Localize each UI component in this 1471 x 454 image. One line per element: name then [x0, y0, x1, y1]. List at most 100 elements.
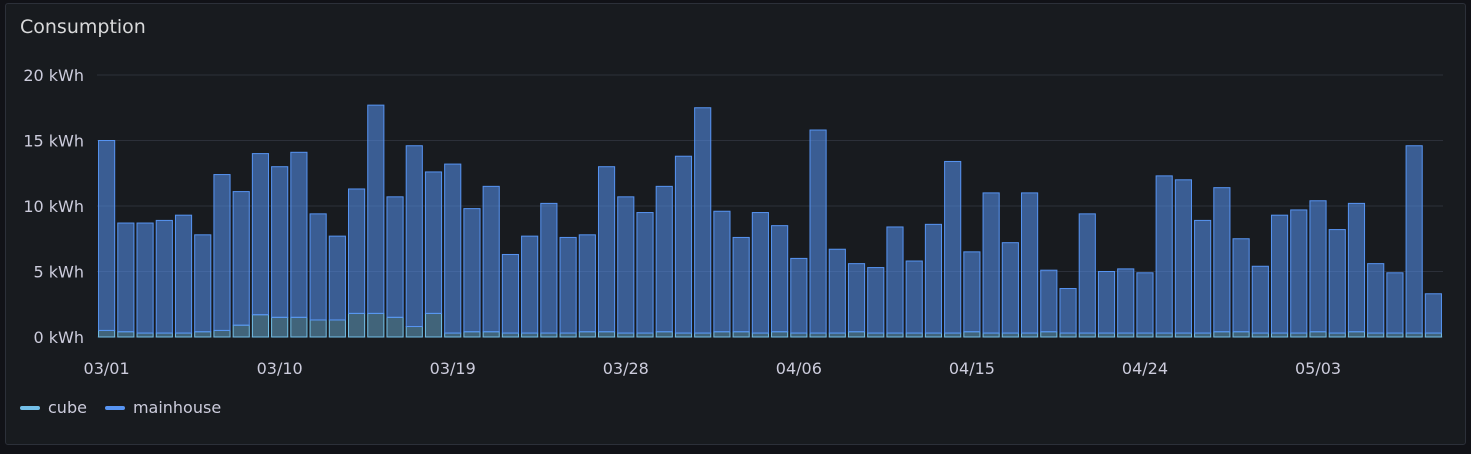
bar-mainhouse[interactable]: [828, 248, 846, 334]
bar-mainhouse[interactable]: [271, 166, 289, 318]
bar-cube[interactable]: [424, 312, 443, 338]
bar-cube[interactable]: [924, 332, 943, 338]
bar-cube[interactable]: [1424, 332, 1442, 338]
bar-mainhouse[interactable]: [597, 166, 616, 333]
bar-cube[interactable]: [636, 332, 654, 338]
bar-mainhouse[interactable]: [732, 236, 750, 333]
bar-cube[interactable]: [886, 332, 904, 338]
bar-mainhouse[interactable]: [1059, 288, 1077, 334]
bar-mainhouse[interactable]: [405, 145, 423, 328]
bar-cube[interactable]: [982, 332, 1000, 338]
bar-mainhouse[interactable]: [694, 107, 712, 334]
bar-cube[interactable]: [1194, 332, 1212, 338]
bar-mainhouse[interactable]: [348, 188, 366, 314]
bar-mainhouse[interactable]: [540, 202, 558, 334]
bar-mainhouse[interactable]: [1386, 272, 1404, 334]
bar-mainhouse[interactable]: [982, 192, 1000, 334]
bar-mainhouse[interactable]: [963, 251, 981, 333]
bar-cube[interactable]: [1155, 332, 1173, 338]
bar-mainhouse[interactable]: [1021, 192, 1039, 334]
bar-mainhouse[interactable]: [155, 219, 173, 334]
bar-mainhouse[interactable]: [328, 235, 346, 321]
bar-cube[interactable]: [1097, 332, 1116, 338]
bar-cube[interactable]: [559, 332, 577, 338]
bar-cube[interactable]: [732, 331, 750, 338]
bar-cube[interactable]: [1078, 332, 1096, 338]
bar-cube[interactable]: [194, 331, 212, 338]
bar-cube[interactable]: [1232, 331, 1250, 338]
bar-mainhouse[interactable]: [944, 160, 962, 334]
bar-mainhouse[interactable]: [1309, 200, 1327, 333]
bar-cube[interactable]: [482, 331, 500, 338]
bar-cube[interactable]: [1328, 332, 1346, 338]
bar-mainhouse[interactable]: [1251, 265, 1269, 334]
bar-mainhouse[interactable]: [290, 151, 308, 318]
bar-mainhouse[interactable]: [771, 225, 789, 333]
bar-cube[interactable]: [655, 331, 673, 338]
bar-cube[interactable]: [117, 331, 135, 338]
bar-cube[interactable]: [271, 316, 289, 338]
bar-mainhouse[interactable]: [521, 235, 539, 334]
bar-mainhouse[interactable]: [1001, 242, 1019, 334]
bar-cube[interactable]: [867, 332, 885, 338]
bar-cube[interactable]: [1040, 331, 1058, 338]
bar-cube[interactable]: [1001, 332, 1019, 338]
bar-cube[interactable]: [674, 332, 693, 338]
bar-mainhouse[interactable]: [1270, 214, 1289, 334]
bar-mainhouse[interactable]: [1078, 213, 1096, 334]
bar-mainhouse[interactable]: [463, 208, 481, 333]
bar-cube[interactable]: [1309, 331, 1327, 338]
bar-mainhouse[interactable]: [501, 253, 519, 334]
bar-mainhouse[interactable]: [482, 185, 500, 333]
bar-cube[interactable]: [290, 316, 308, 338]
bar-cube[interactable]: [1059, 332, 1077, 338]
bar-mainhouse[interactable]: [367, 104, 385, 314]
bar-mainhouse[interactable]: [905, 260, 923, 334]
bar-mainhouse[interactable]: [309, 213, 327, 321]
bar-mainhouse[interactable]: [251, 153, 270, 316]
bar-cube[interactable]: [367, 312, 385, 338]
bar-mainhouse[interactable]: [655, 185, 673, 333]
bar-cube[interactable]: [251, 314, 270, 338]
bar-cube[interactable]: [405, 326, 423, 338]
bar-cube[interactable]: [1136, 332, 1154, 338]
bar-cube[interactable]: [1347, 331, 1366, 338]
bar-mainhouse[interactable]: [578, 234, 596, 333]
bar-mainhouse[interactable]: [924, 223, 943, 334]
bar-cube[interactable]: [232, 324, 250, 338]
bar-cube[interactable]: [1405, 332, 1423, 338]
bar-mainhouse[interactable]: [1232, 238, 1250, 333]
bar-mainhouse[interactable]: [867, 267, 885, 334]
bar-mainhouse[interactable]: [136, 222, 154, 334]
legend-item-mainhouse[interactable]: mainhouse: [104, 398, 221, 417]
bar-mainhouse[interactable]: [1347, 202, 1366, 333]
bar-mainhouse[interactable]: [424, 171, 443, 314]
bar-cube[interactable]: [1270, 332, 1289, 338]
bar-cube[interactable]: [828, 332, 846, 338]
bar-cube[interactable]: [1174, 332, 1192, 338]
legend-item-cube[interactable]: cube: [20, 398, 87, 417]
bar-cube[interactable]: [328, 319, 346, 338]
bar-mainhouse[interactable]: [847, 263, 866, 333]
bar-mainhouse[interactable]: [751, 212, 769, 334]
bar-cube[interactable]: [1386, 332, 1404, 338]
bar-cube[interactable]: [540, 332, 558, 338]
bar-cube[interactable]: [694, 332, 712, 338]
bar-mainhouse[interactable]: [1040, 269, 1058, 333]
bar-cube[interactable]: [501, 332, 519, 338]
bar-mainhouse[interactable]: [1367, 263, 1385, 334]
bar-mainhouse[interactable]: [1290, 209, 1308, 334]
bar-mainhouse[interactable]: [1328, 229, 1346, 334]
bar-mainhouse[interactable]: [194, 234, 212, 333]
bar-cube[interactable]: [1367, 332, 1385, 338]
bar-mainhouse[interactable]: [617, 196, 635, 334]
bar-mainhouse[interactable]: [886, 226, 904, 334]
bar-mainhouse[interactable]: [809, 129, 827, 334]
bar-cube[interactable]: [597, 331, 616, 338]
bar-cube[interactable]: [1213, 331, 1231, 338]
bar-cube[interactable]: [751, 332, 769, 338]
bar-mainhouse[interactable]: [444, 163, 462, 334]
bar-mainhouse[interactable]: [117, 222, 135, 333]
bar-cube[interactable]: [1290, 332, 1308, 338]
bar-cube[interactable]: [963, 331, 981, 338]
